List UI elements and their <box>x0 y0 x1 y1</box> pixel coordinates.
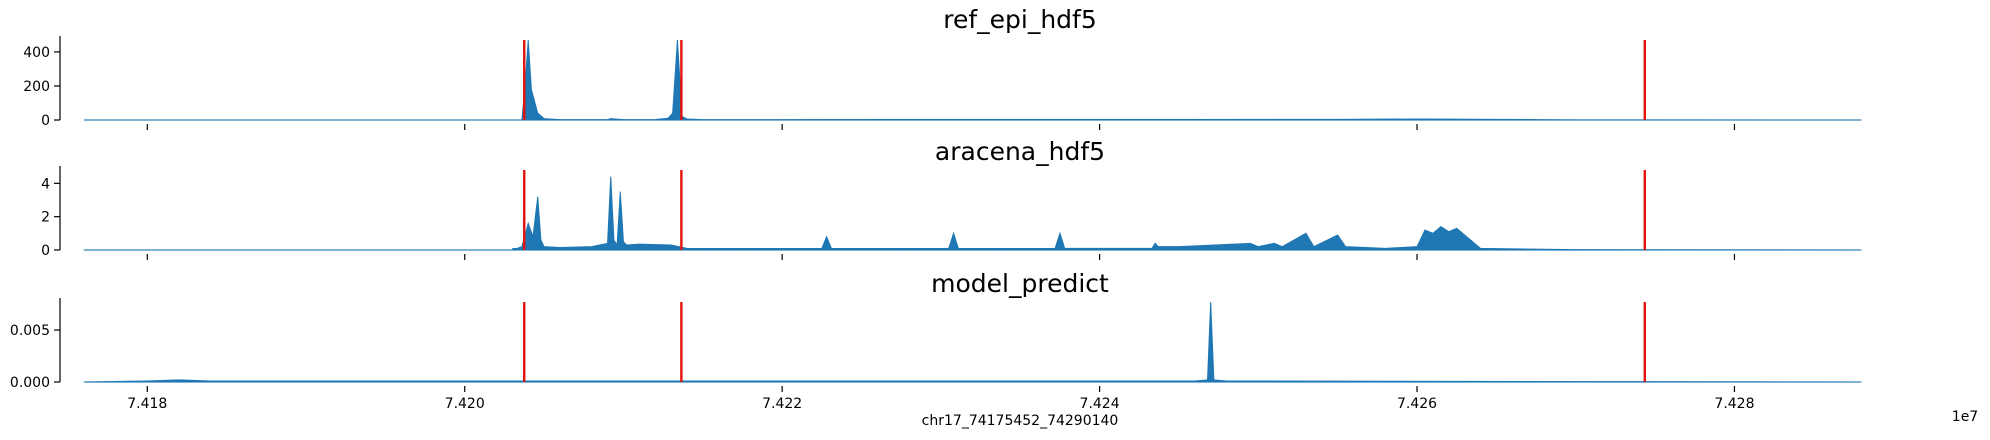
signal-area <box>83 301 1862 383</box>
panel-title: model_predict <box>931 269 1109 298</box>
signal-area <box>83 176 1862 251</box>
y-tick-label: 0 <box>41 243 50 259</box>
y-tick-label: 0.000 <box>10 375 50 391</box>
signal-area <box>83 39 1862 121</box>
panel-model-predict: model_predict 0.000 0.005 7.418 7.420 7.422 7.… <box>10 269 1862 412</box>
x-tick-label: 7.424 <box>1080 396 1120 412</box>
y-tick-label: 400 <box>23 45 50 61</box>
x-axis-label: chr17_74175452_74290140 <box>922 413 1119 429</box>
x-tick-label: 7.422 <box>762 396 802 412</box>
panel-ref-epi-hdf5: ref_epi_hdf5 0 200 400 <box>23 5 1862 130</box>
x-axis-offset-text: 1e7 <box>1952 409 1978 425</box>
panel-title: ref_epi_hdf5 <box>943 5 1097 34</box>
x-tick-label: 7.426 <box>1397 396 1437 412</box>
y-tick-label: 0.005 <box>10 323 50 339</box>
y-tick-label: 0 <box>41 113 50 129</box>
x-tick-label: 7.418 <box>127 396 167 412</box>
y-tick-label: 200 <box>23 79 50 95</box>
y-tick-label: 4 <box>41 176 50 192</box>
x-tick-label: 7.428 <box>1714 396 1754 412</box>
panel-aracena-hdf5: aracena_hdf5 0 2 4 <box>41 137 1862 260</box>
panel-title: aracena_hdf5 <box>935 137 1105 166</box>
x-tick-label: 7.420 <box>445 396 485 412</box>
y-tick-label: 2 <box>41 210 50 226</box>
